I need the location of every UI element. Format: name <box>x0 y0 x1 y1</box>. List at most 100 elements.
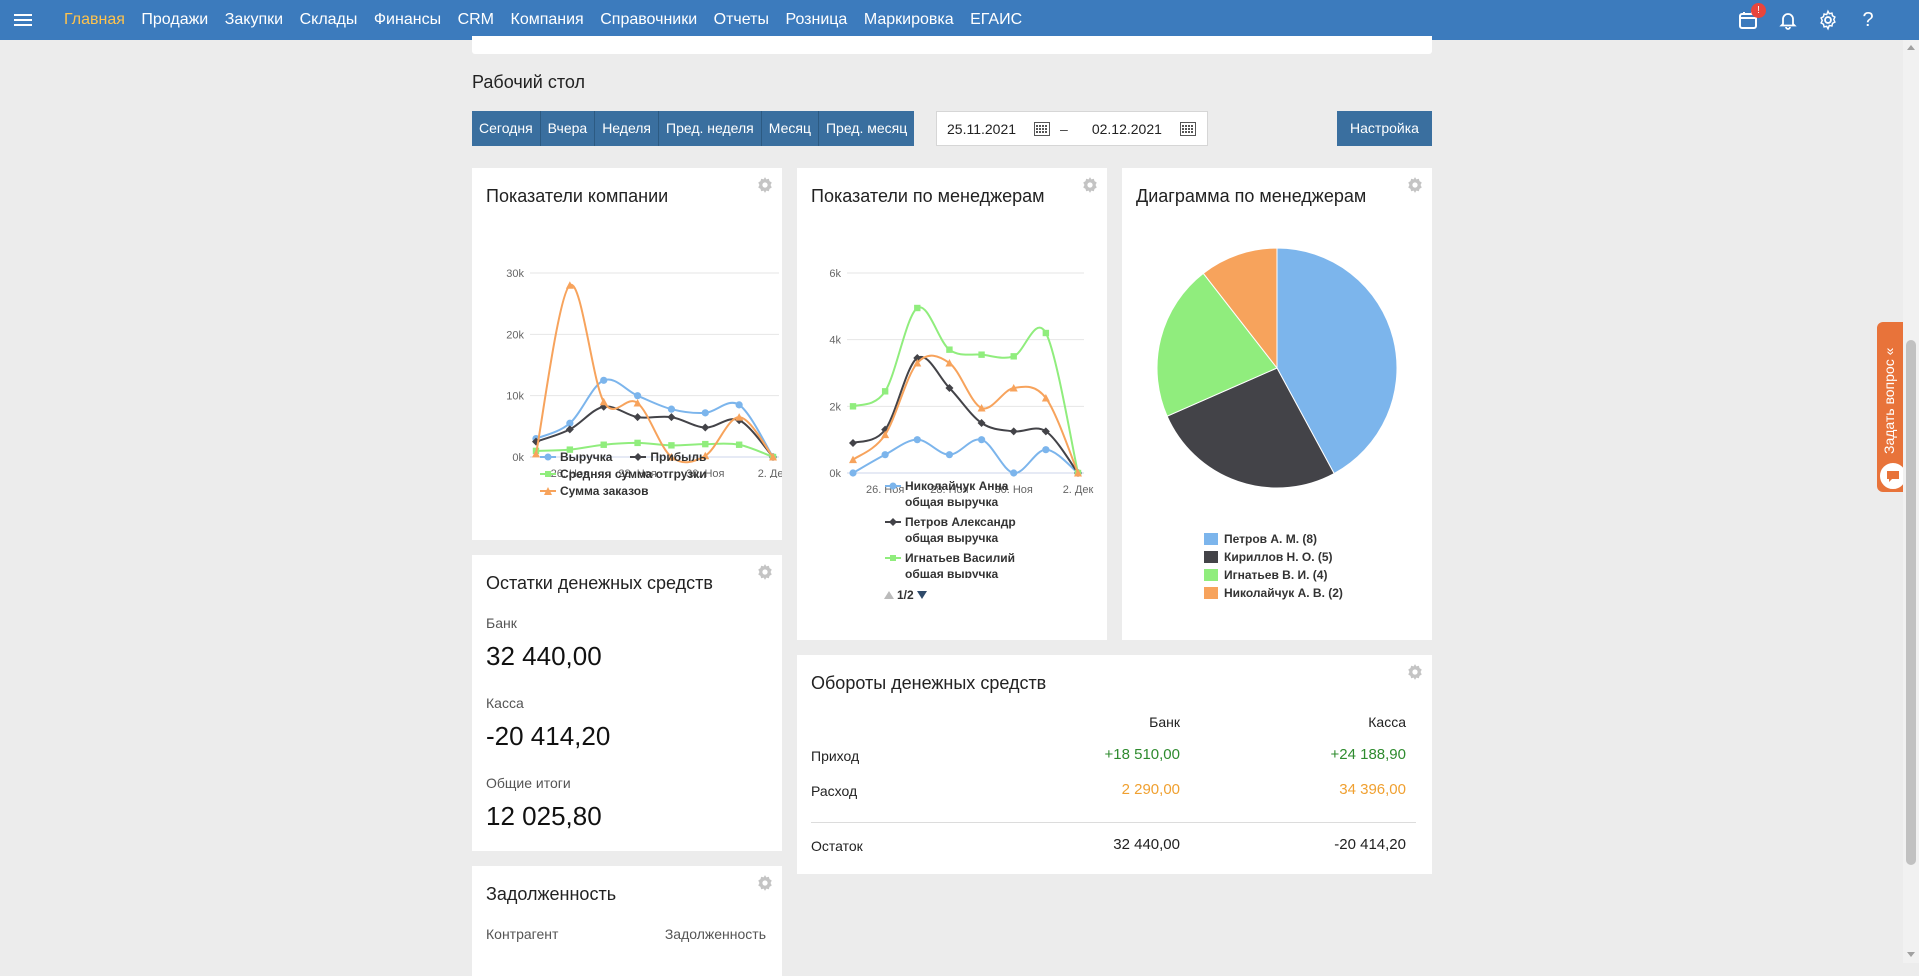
nav-sales[interactable]: Продажи <box>141 11 209 28</box>
legend-item[interactable]: Николайчук Анна общая выручка <box>885 478 1095 510</box>
period-yesterday-button[interactable]: Вчера <box>540 111 596 146</box>
bank-value: 32 440,00 <box>486 641 602 671</box>
settings-gear-icon[interactable] <box>1815 7 1841 33</box>
legend-item[interactable]: Прибыль <box>630 450 706 464</box>
nav-finance[interactable]: Финансы <box>373 11 442 28</box>
scroll-up-arrow[interactable] <box>1907 45 1915 50</box>
legend-marker <box>885 518 901 526</box>
bell-icon[interactable] <box>1775 7 1801 33</box>
period-month-button[interactable]: Месяц <box>761 111 819 146</box>
cash-turnover-card: Обороты денежных средств Банк Касса Прих… <box>797 655 1432 874</box>
nav-egais[interactable]: ЕГАИС <box>970 11 1023 28</box>
nav-marking[interactable]: Маркировка <box>863 11 954 28</box>
scroll-down-arrow[interactable] <box>1907 952 1915 957</box>
chart-legend: Петров А. М. (8) Кириллов Н. О. (5) Игна… <box>1204 532 1343 600</box>
date-to-field[interactable]: 02.12.2021 <box>1092 112 1196 145</box>
legend-marker <box>540 453 556 461</box>
dashboard-settings-button[interactable]: Настройка <box>1337 111 1432 146</box>
legend-sublabel: общая выручка <box>905 567 999 578</box>
y-tick-label: 4k <box>829 335 841 347</box>
calendar-icon[interactable] <box>1034 121 1051 136</box>
period-today-button[interactable]: Сегодня <box>472 111 541 146</box>
legend-marker <box>540 487 556 495</box>
cash-label: Касса <box>486 695 524 711</box>
gear-icon[interactable] <box>1406 176 1424 194</box>
data-point <box>1041 427 1050 436</box>
scroll-thumb[interactable] <box>1906 340 1916 865</box>
period-week-button[interactable]: Неделя <box>595 111 660 146</box>
legend-marker <box>540 471 556 477</box>
menu-icon[interactable] <box>14 11 32 29</box>
calendar-icon[interactable] <box>1179 121 1196 136</box>
date-from-field[interactable]: 25.11.2021 <box>947 112 1051 145</box>
legend-item[interactable]: Петров Александр общая выручка <box>885 514 1095 546</box>
legend-label: Выручка <box>560 450 613 464</box>
gear-icon[interactable] <box>1081 176 1099 194</box>
pager-up-icon[interactable] <box>883 590 895 600</box>
legend-sublabel: общая выручка <box>905 531 999 545</box>
data-point <box>565 425 574 434</box>
nav-warehouses[interactable]: Склады <box>299 11 358 28</box>
gear-icon[interactable] <box>756 563 774 581</box>
legend-item[interactable]: Петров А. М. (8) <box>1204 532 1343 546</box>
legend-swatch <box>1204 569 1218 581</box>
legend-item[interactable]: Сумма заказов <box>540 484 780 498</box>
balance-cash: -20 414,20 <box>1334 836 1406 853</box>
chat-icon[interactable] <box>1879 462 1907 490</box>
company-metrics-chart: 0k 10k 20k 30k 26. Ноя 28. Ноя 30. Ноя 2. Дек <box>506 268 782 478</box>
period-prev-month-button[interactable]: Пред. месяц <box>818 111 915 146</box>
data-point <box>701 423 710 432</box>
data-point <box>565 281 574 289</box>
legend-label: Сумма заказов <box>560 484 649 498</box>
top-navbar: Главная Продажи Закупки Склады Финансы C… <box>0 0 1919 40</box>
data-point <box>633 413 642 422</box>
data-point <box>600 441 607 448</box>
column-header-counterparty: Контрагент <box>486 926 559 942</box>
pie-slice <box>1276 247 1398 475</box>
data-point <box>1042 329 1050 337</box>
pager-down-icon[interactable] <box>916 590 928 600</box>
legend-item[interactable]: Выручка <box>540 450 612 464</box>
nav-home[interactable]: Главная <box>64 11 125 28</box>
card-title: Показатели по менеджерам <box>811 186 1045 206</box>
series-line <box>535 284 774 464</box>
legend-item[interactable]: Кириллов Н. О. (5) <box>1204 550 1343 564</box>
gear-icon[interactable] <box>756 176 774 194</box>
data-point <box>600 376 608 384</box>
nav-purchases[interactable]: Закупки <box>224 11 284 28</box>
calendar-icon[interactable]: ! <box>1735 3 1766 33</box>
y-tick-label: 0k <box>512 452 524 464</box>
debt-card: Задолженность Контрагент Задолженность <box>472 866 782 976</box>
nav-company[interactable]: Компания <box>510 11 584 28</box>
legend-item[interactable]: Игнатьев Василий общая выручка <box>885 550 1095 578</box>
y-tick-label: 30k <box>506 268 524 280</box>
x-tick-label: 30. Ноя <box>686 468 724 478</box>
pager-text: 1/2 <box>897 588 914 602</box>
legend-marker <box>885 482 901 490</box>
data-point <box>667 405 676 413</box>
legend-label: Николайчук Анна <box>905 479 1009 493</box>
data-point <box>849 455 857 464</box>
page-scrollbar[interactable] <box>1903 40 1919 963</box>
data-point <box>735 413 744 421</box>
nav-references[interactable]: Справочники <box>600 11 698 28</box>
data-point <box>913 359 922 367</box>
help-icon[interactable]: ? <box>1862 8 1874 31</box>
data-point <box>977 404 986 412</box>
gear-icon[interactable] <box>1406 663 1424 681</box>
gear-icon[interactable] <box>756 874 774 892</box>
card-title: Диаграмма по менеджерам <box>1136 186 1367 206</box>
nav-retail[interactable]: Розница <box>785 11 848 28</box>
nav-crm[interactable]: CRM <box>457 11 494 28</box>
nav-reports[interactable]: Отчеты <box>713 11 769 28</box>
legend-item[interactable]: Николайчук А. В. (2) <box>1204 586 1343 600</box>
chart-legend: Николайчук Анна общая выручка Петров Алек… <box>885 478 1095 578</box>
legend-item[interactable]: Средняя сумма отгрузки <box>540 467 780 481</box>
data-point <box>978 351 985 358</box>
expense-bank: 2 290,00 <box>1121 781 1180 798</box>
legend-item[interactable]: Игнатьев В. И. (4) <box>1204 568 1343 582</box>
data-point <box>945 384 954 392</box>
data-point <box>849 469 857 477</box>
x-tick-label: 28. Ноя <box>930 484 968 496</box>
period-prev-week-button[interactable]: Пред. неделя <box>659 111 762 146</box>
